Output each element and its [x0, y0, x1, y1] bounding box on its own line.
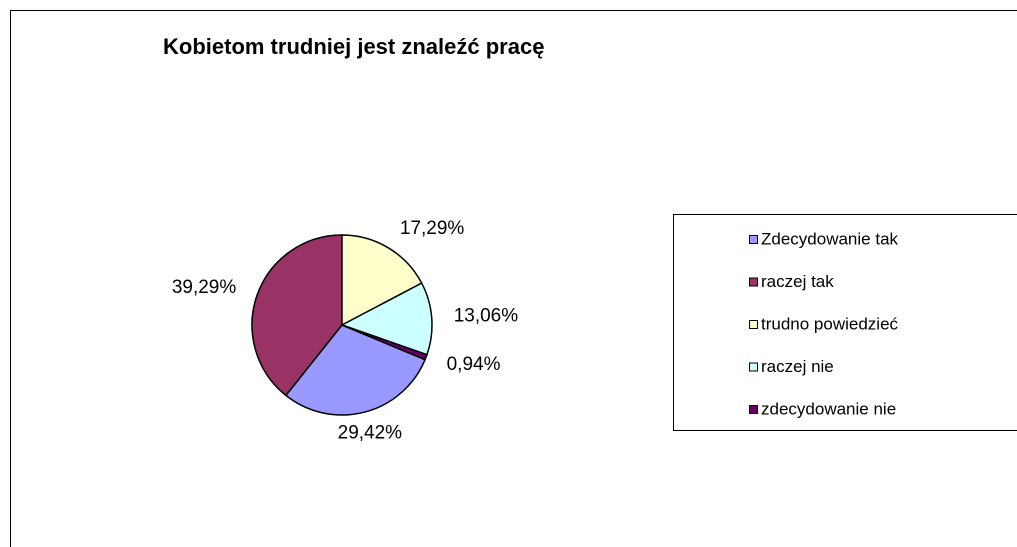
data-label: 0,94%	[447, 354, 501, 375]
chart-title: Kobietom trudniej jest znaleźć pracę	[163, 34, 544, 59]
data-label: 29,42%	[338, 422, 403, 443]
legend-label: trudno powiedzieć	[761, 314, 899, 333]
data-label: 13,06%	[454, 306, 519, 327]
pie-slice	[341, 234, 423, 327]
legend-swatch	[749, 362, 758, 372]
legend-swatch	[749, 405, 758, 414]
legend-label: zdecydowanie nie	[761, 399, 896, 418]
legend-swatch	[749, 235, 758, 244]
legend-label: raczej tak	[761, 272, 834, 291]
pie-slice	[284, 324, 427, 416]
data-label: 39,29%	[172, 277, 237, 298]
pie-slice	[341, 324, 428, 361]
pie-slice	[340, 282, 433, 356]
data-label: 17,29%	[400, 218, 465, 239]
legend-swatch	[749, 320, 758, 329]
legend-swatch	[749, 277, 758, 287]
legend-box	[673, 214, 1017, 431]
legend-label: Zdecydowanie tak	[761, 229, 899, 248]
legend-label: raczej nie	[761, 357, 834, 376]
pie-slice	[251, 234, 343, 397]
